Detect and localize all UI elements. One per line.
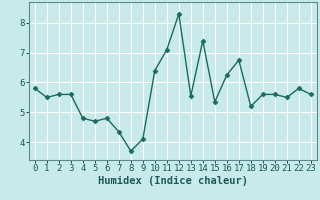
X-axis label: Humidex (Indice chaleur): Humidex (Indice chaleur) bbox=[98, 176, 248, 186]
